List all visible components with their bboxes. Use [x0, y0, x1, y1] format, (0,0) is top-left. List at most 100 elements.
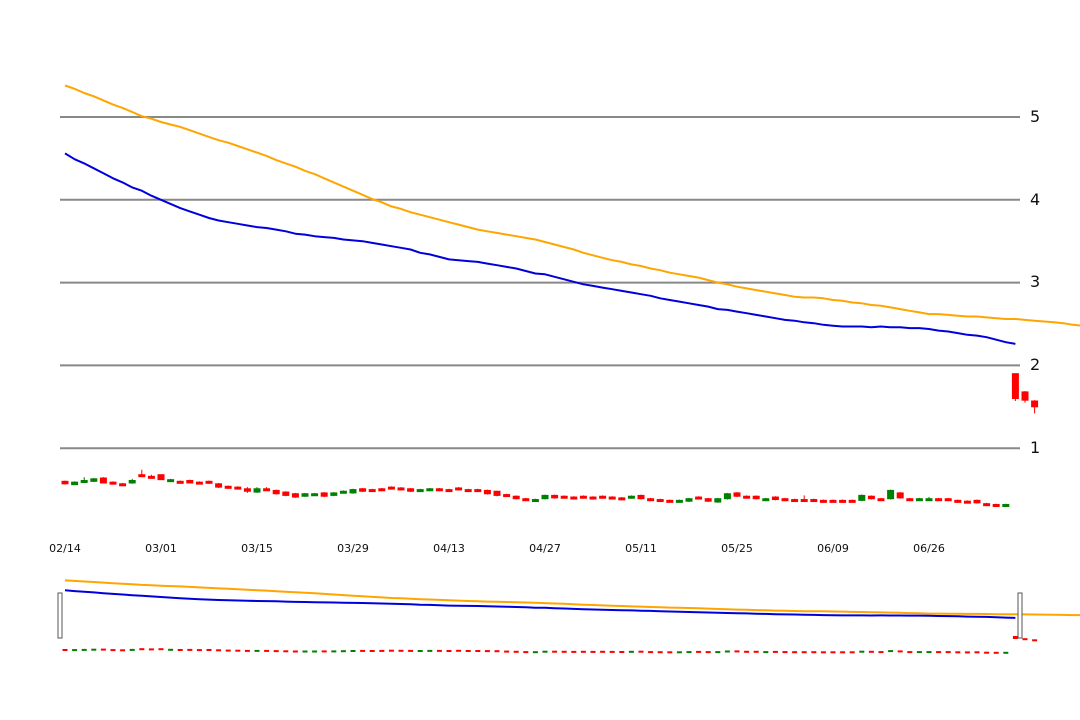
- candle-down: [829, 499, 837, 503]
- x-tick-label: 02/14: [49, 542, 81, 555]
- candle-up: [531, 499, 539, 503]
- x-tick-label: 06/26: [913, 542, 945, 555]
- candle-down: [608, 496, 616, 500]
- nav-candle-down: [552, 650, 558, 653]
- nav-candle-down: [264, 649, 270, 652]
- navigator-right-handle[interactable]: [1017, 592, 1023, 639]
- nav-candle-down: [216, 649, 222, 652]
- candle-down: [589, 496, 597, 500]
- candle-down: [1031, 400, 1039, 408]
- y-tick-label: 3: [1030, 272, 1040, 291]
- nav-candle-down: [907, 651, 913, 654]
- nav-candle-down: [484, 650, 490, 653]
- candle-down: [656, 499, 664, 503]
- nav-candle-up: [676, 651, 682, 654]
- nav-candle-up: [888, 650, 894, 653]
- nav-candle-up: [859, 650, 865, 653]
- nav-candle-up: [926, 651, 932, 654]
- candle-down: [906, 498, 914, 502]
- nav-candle-down: [398, 649, 404, 652]
- nav-candle-down: [523, 651, 529, 654]
- nav-candle-down: [1022, 638, 1028, 641]
- nav-candle-down: [206, 649, 212, 651]
- candle-down: [99, 477, 107, 484]
- nav-candle-up: [628, 650, 634, 653]
- nav-candle-down: [494, 650, 500, 653]
- x-tick-label: 04/13: [433, 542, 465, 555]
- nav-candle-up: [350, 650, 356, 652]
- nav-candle-down: [1012, 636, 1018, 639]
- nav-candle-down: [360, 649, 366, 652]
- candle-down: [666, 499, 674, 503]
- candle-down: [435, 488, 443, 492]
- nav-candle-up: [763, 651, 769, 654]
- navigator[interactable]: [57, 579, 1080, 654]
- nav-candle-down: [110, 649, 116, 652]
- candle-up: [311, 493, 319, 497]
- candle-down: [599, 495, 607, 499]
- nav-candle-down: [734, 650, 740, 653]
- candle-down: [647, 498, 655, 502]
- candle-down: [263, 488, 271, 492]
- candle-up: [925, 498, 933, 502]
- nav-candle-up: [417, 650, 423, 652]
- candle-down: [848, 499, 856, 503]
- nav-candle-down: [609, 650, 615, 653]
- nav-candle-down: [100, 648, 106, 651]
- nav-candle-down: [244, 649, 250, 652]
- candle-down: [743, 495, 751, 499]
- nav-candle-down: [638, 650, 644, 653]
- nav-candle-down: [408, 649, 414, 652]
- navigator-left-handle[interactable]: [57, 592, 63, 639]
- candle-down: [791, 499, 799, 503]
- nav-candle-up: [254, 649, 260, 652]
- candle-down: [282, 491, 290, 496]
- candle-down: [551, 494, 559, 499]
- candle-down: [445, 489, 453, 493]
- nav-candle-up: [91, 648, 97, 651]
- candle-up: [887, 489, 895, 500]
- candle-down: [560, 495, 568, 499]
- candle-down: [474, 489, 482, 493]
- nav-candle-down: [868, 650, 874, 653]
- candle-down: [243, 488, 251, 492]
- nav-candle-down: [792, 651, 798, 654]
- nav-candle-down: [600, 650, 606, 653]
- nav-candle-up: [427, 649, 433, 652]
- candles: [61, 373, 1039, 508]
- candle-down: [205, 480, 213, 484]
- candle-down: [272, 489, 280, 495]
- candle-down: [896, 492, 904, 499]
- candle-down: [138, 474, 146, 478]
- nav-candle-up: [331, 650, 337, 653]
- candle-down: [973, 499, 981, 504]
- nav-candle-down: [120, 649, 126, 652]
- nav-candle-down: [580, 650, 586, 653]
- candle-down: [954, 499, 962, 503]
- candle-down: [291, 493, 299, 498]
- nav-candle-down: [292, 650, 298, 653]
- nav-series-line-ma-short: [64, 589, 1016, 619]
- candle-down: [867, 495, 875, 500]
- nav-candle-down: [465, 650, 471, 652]
- nav-candle-down: [139, 648, 145, 651]
- nav-candle-down: [744, 650, 750, 653]
- nav-candle-down: [379, 649, 385, 652]
- candle-up: [301, 493, 309, 497]
- candle-up: [675, 499, 683, 503]
- candle-down: [195, 481, 203, 485]
- nav-candle-down: [196, 649, 202, 652]
- nav-candle-down: [964, 651, 970, 654]
- candle-down: [493, 490, 501, 496]
- candle-up: [71, 481, 79, 486]
- navigator-candles: [62, 636, 1038, 654]
- series-line-ma-long: [64, 84, 1080, 327]
- nav-candle-down: [369, 650, 375, 652]
- candle-up: [80, 479, 88, 483]
- nav-candle-down: [283, 650, 289, 653]
- nav-candle-down: [513, 650, 519, 653]
- x-tick-label: 06/09: [817, 542, 849, 555]
- candle-up: [128, 479, 136, 484]
- nav-series-line-ma-long: [64, 579, 1080, 617]
- candle-down: [695, 496, 703, 500]
